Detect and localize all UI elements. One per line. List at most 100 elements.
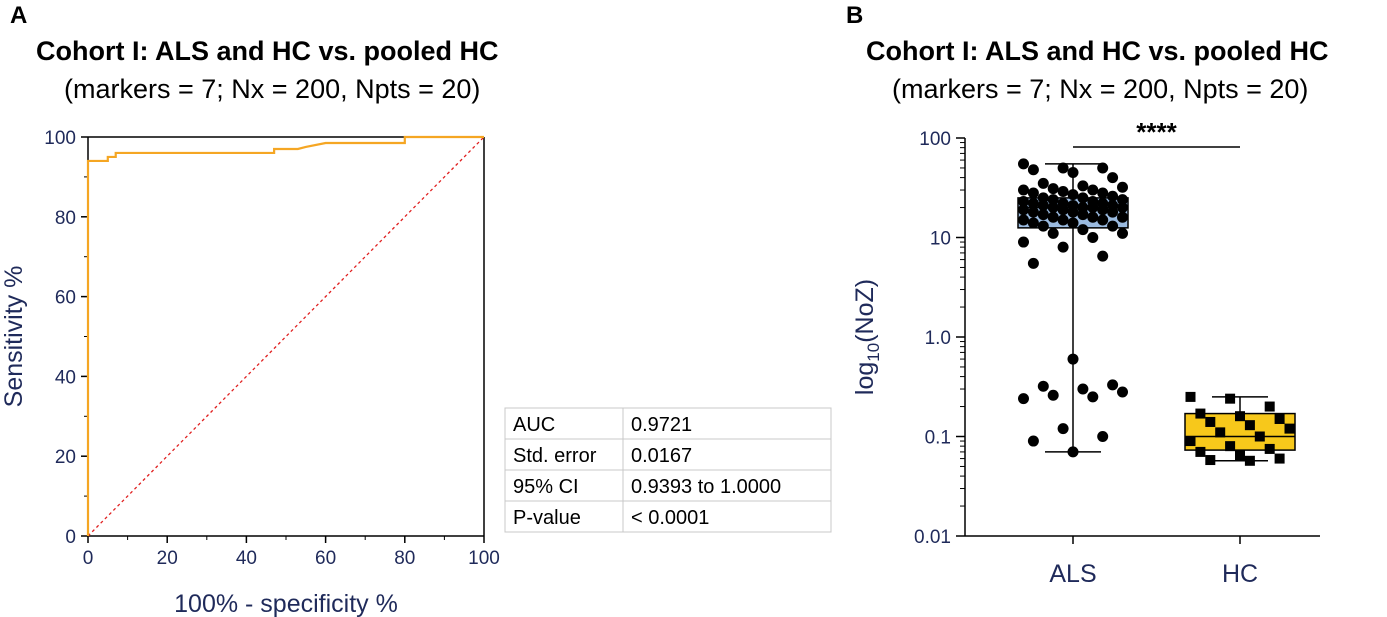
y-tick-label: 10 <box>930 229 951 250</box>
data-point <box>1037 192 1049 204</box>
y-axis-title-tail: (NoZ) <box>851 279 879 343</box>
data-point <box>1117 386 1128 398</box>
y-axis-title: log10(NoZ) <box>851 279 883 395</box>
x-axis-title: 100% - specificity % <box>174 590 398 617</box>
stats-value: < 0.0001 <box>631 507 709 529</box>
data-point <box>1057 241 1069 253</box>
data-point <box>1274 453 1285 464</box>
data-point <box>1215 427 1226 438</box>
data-point <box>1077 192 1089 204</box>
y-tick-label: 60 <box>55 288 76 309</box>
y-tick-label: 0 <box>65 527 76 548</box>
y-tick-label: 0.01 <box>914 527 951 548</box>
data-point <box>1047 211 1059 223</box>
stats-table: AUC 0.9721 Std. error 0.0167 95% CI 0.9393 to… <box>504 407 832 533</box>
data-point <box>1077 180 1089 192</box>
data-point <box>1018 236 1029 248</box>
data-point <box>1018 204 1029 216</box>
data-point <box>1205 455 1216 466</box>
data-point <box>1205 416 1216 427</box>
data-point <box>1047 389 1059 401</box>
data-point <box>1087 391 1099 403</box>
data-point <box>1235 450 1245 461</box>
data-point <box>1047 194 1059 206</box>
data-point <box>1057 162 1069 174</box>
data-point <box>1117 227 1128 239</box>
data-point <box>1185 391 1196 402</box>
data-point <box>1037 209 1049 221</box>
data-point <box>1087 211 1099 223</box>
data-point <box>1077 383 1089 395</box>
data-point <box>1117 194 1128 206</box>
data-point <box>1107 206 1119 218</box>
data-point <box>1117 202 1128 214</box>
data-point <box>1018 214 1029 226</box>
stats-value: 0.9393 to 1.0000 <box>631 476 781 498</box>
y-axis-title-subscript: 10 <box>864 343 883 362</box>
data-point <box>1117 211 1128 223</box>
box-hc <box>1184 391 1296 466</box>
data-point <box>1067 353 1079 365</box>
data-point <box>1185 436 1196 447</box>
x-tick-label: 40 <box>236 548 257 569</box>
significance-label: **** <box>1136 117 1177 147</box>
data-point <box>1057 214 1069 226</box>
data-point <box>1097 162 1109 174</box>
data-point <box>1067 446 1079 458</box>
stats-value: 0.0167 <box>631 445 692 467</box>
y-tick-label: 1.0 <box>925 328 951 349</box>
y-tick-label: 100 <box>919 129 951 150</box>
y-tick-label: 20 <box>55 447 76 468</box>
x-tick-label: 60 <box>315 548 336 569</box>
data-point <box>1087 202 1099 214</box>
y-axis-title-main: log <box>851 362 879 395</box>
data-point <box>1107 172 1119 184</box>
stats-label: AUC <box>513 414 555 436</box>
roc-curve <box>86 135 484 536</box>
y-tick-label: 0.1 <box>925 428 951 449</box>
data-point <box>1037 220 1049 232</box>
data-point <box>1284 423 1295 434</box>
stats-label: Std. error <box>513 445 597 467</box>
data-point <box>1018 184 1029 196</box>
data-point <box>1067 189 1079 201</box>
data-point <box>1244 455 1255 466</box>
panel-b-letter: B <box>846 2 864 29</box>
data-point <box>1037 380 1049 392</box>
x-tick-label: 100 <box>468 548 500 569</box>
data-point <box>1027 217 1039 229</box>
data-point <box>1244 420 1255 431</box>
stats-label: 95% CI <box>513 476 579 498</box>
data-point <box>1057 185 1069 197</box>
data-point <box>1107 379 1119 391</box>
x-tick-label: 0 <box>83 548 94 569</box>
data-point <box>1097 204 1109 216</box>
y-tick-label: 40 <box>55 367 76 388</box>
data-point <box>1225 393 1236 404</box>
data-point <box>1067 217 1079 229</box>
data-point <box>1097 250 1109 262</box>
data-point <box>1047 227 1059 239</box>
data-point <box>1077 224 1089 236</box>
x-category-label: HC <box>1222 560 1258 588</box>
box-als <box>1017 158 1129 458</box>
data-point <box>1027 257 1039 269</box>
stats-label: P-value <box>513 507 581 529</box>
data-point <box>1047 202 1059 214</box>
data-point <box>1067 206 1079 218</box>
data-point <box>1027 197 1039 209</box>
y-tick-label: 80 <box>55 208 76 229</box>
data-point <box>1047 183 1059 195</box>
x-tick-label: 80 <box>394 548 415 569</box>
panel-b-title: Cohort I: ALS and HC vs. pooled HC <box>866 36 1329 66</box>
data-point <box>1067 167 1079 179</box>
panel-b-subtitle: (markers = 7; Nx = 200, Npts = 20) <box>892 74 1309 104</box>
data-point <box>1057 204 1069 216</box>
data-point <box>1087 232 1099 243</box>
panel-a-subtitle: (markers = 7; Nx = 200, Npts = 20) <box>64 74 481 104</box>
data-point <box>1264 443 1275 454</box>
data-point <box>1027 206 1039 218</box>
data-point <box>1225 441 1236 452</box>
